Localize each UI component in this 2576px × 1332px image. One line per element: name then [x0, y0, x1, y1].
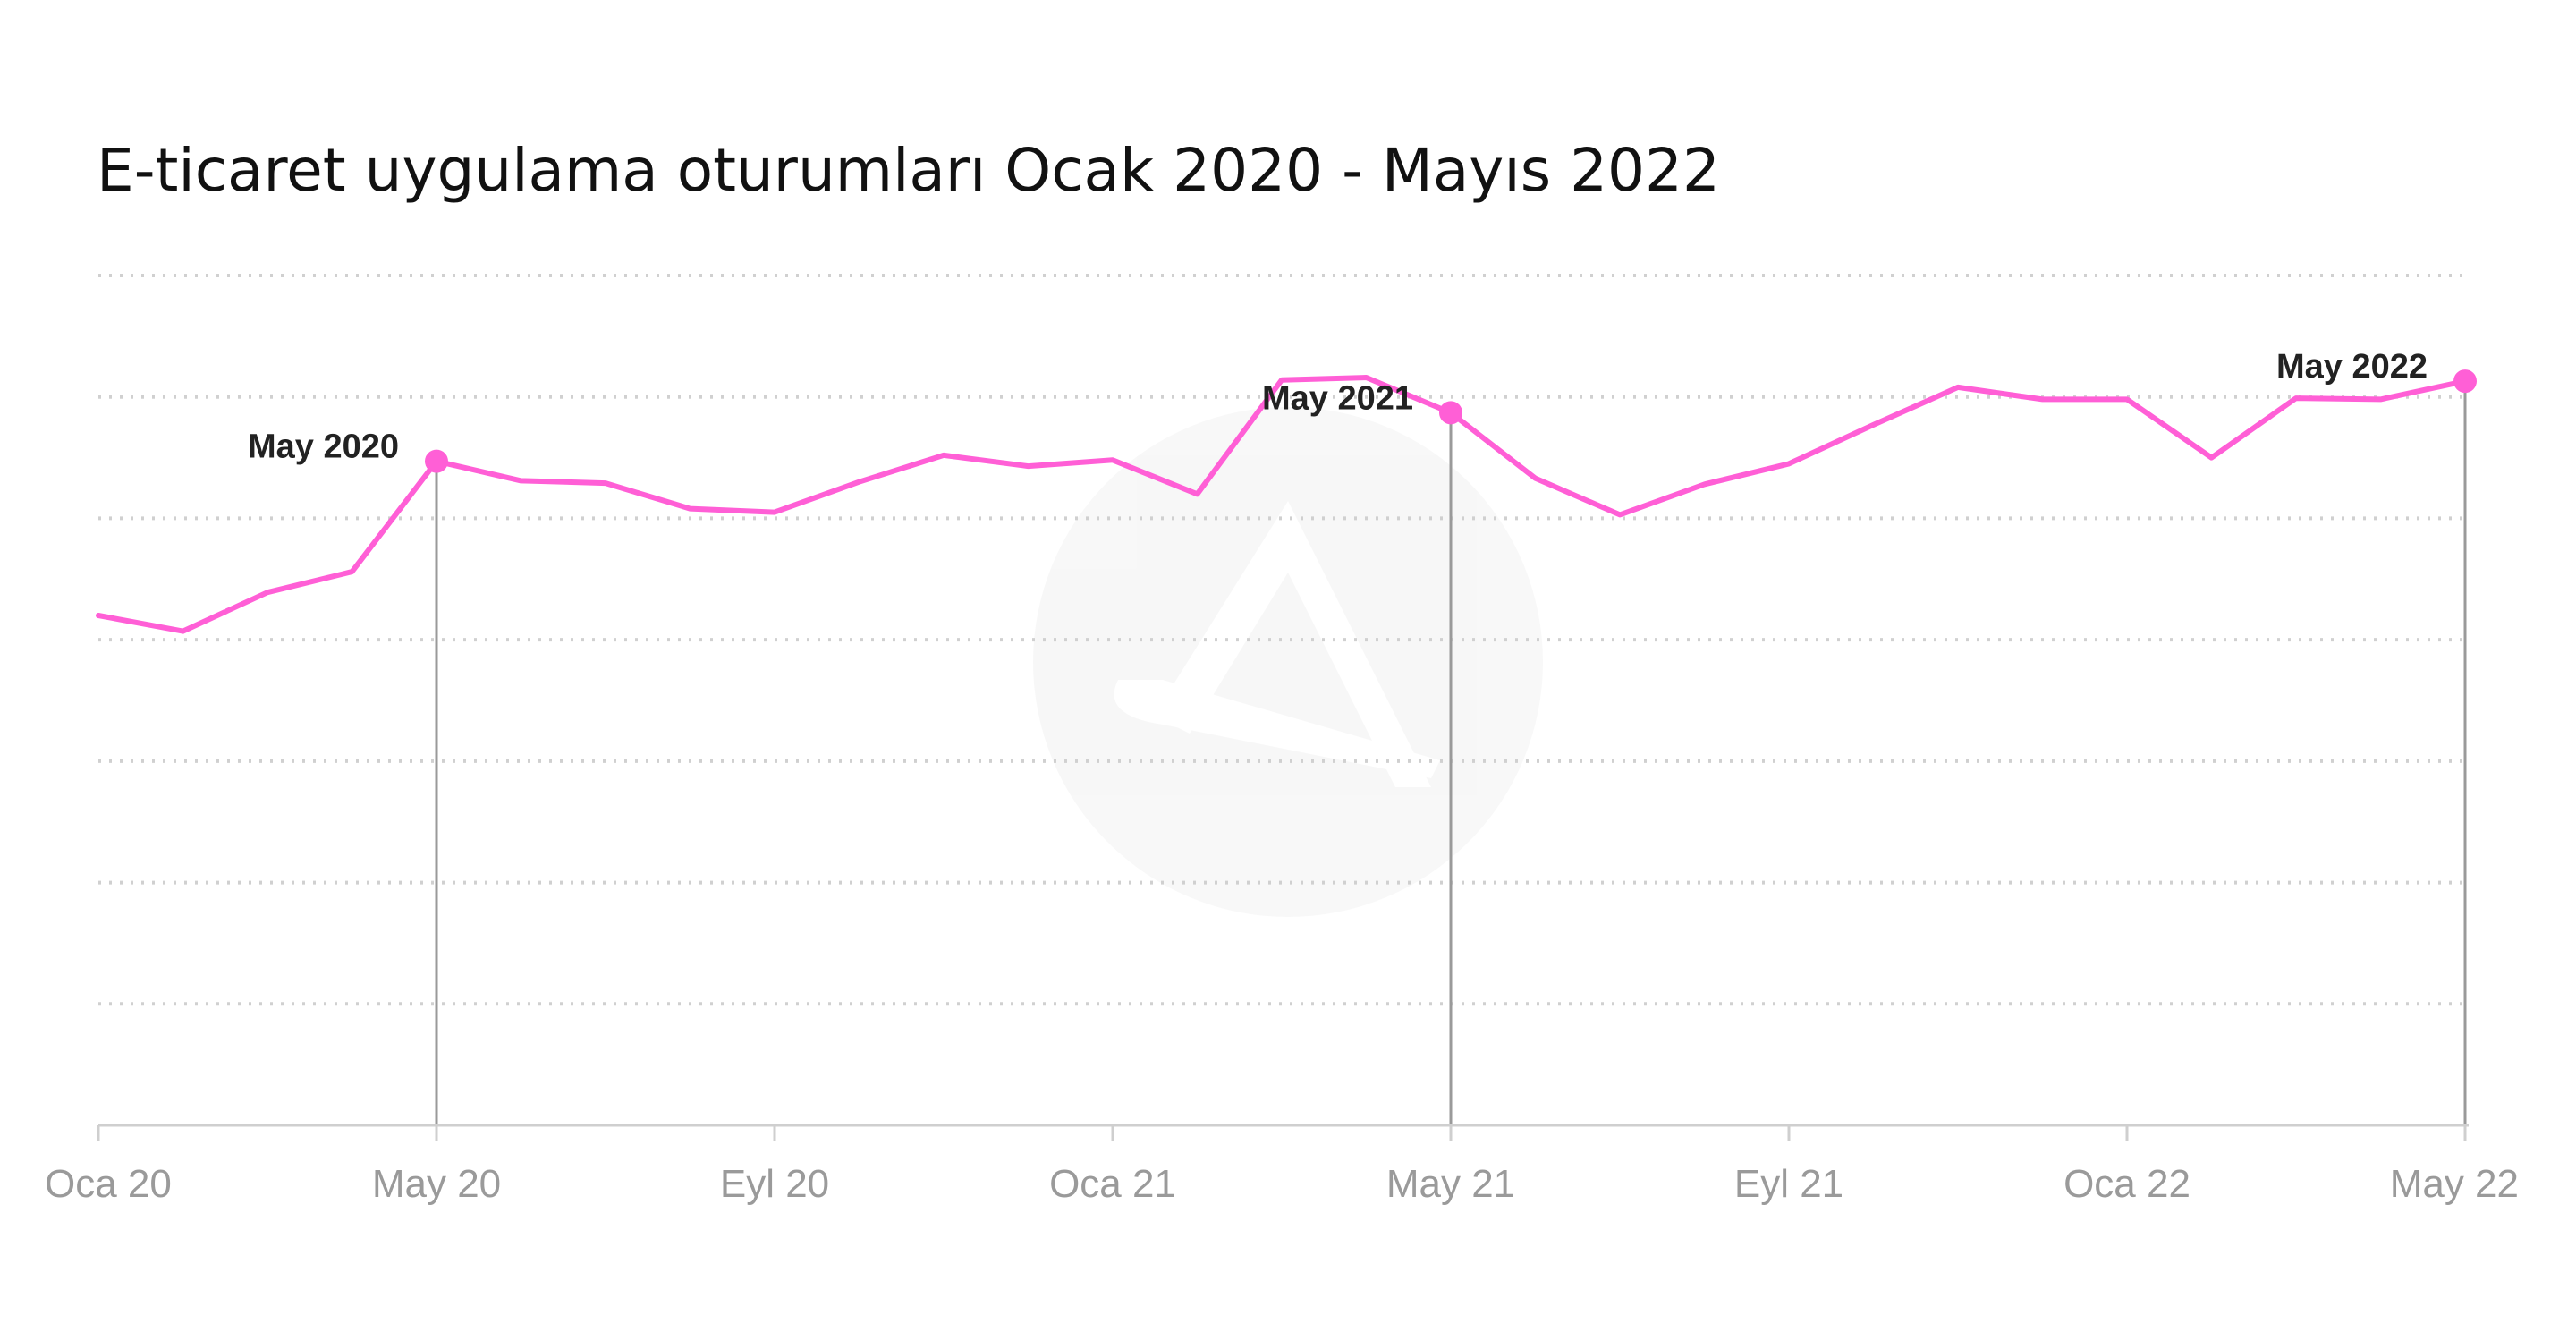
data-point-label: May 2020 [248, 428, 399, 466]
x-axis: Oca 20 May 20 Eyl 20 Oca 21 May 21 Eyl 21 Oca … [45, 1124, 2519, 1206]
watermark-logo [1033, 407, 1543, 917]
x-tick-label: Oca 20 [45, 1162, 172, 1206]
data-point-marker [1439, 401, 1462, 425]
series-group [96, 375, 2468, 634]
data-point-label: May 2021 [1262, 379, 1413, 417]
x-tick-label: Eyl 21 [1734, 1162, 1843, 1206]
gridlines [98, 274, 2465, 1006]
annotation-markers [425, 369, 2477, 473]
x-tick-label: Oca 21 [1049, 1162, 1176, 1206]
data-point-marker [2453, 369, 2477, 394]
annotation-drop-lines [435, 381, 2467, 1125]
chart-title: E-ticaret uygulama oturumları Ocak 2020 … [97, 136, 1720, 205]
x-tick-label: May 21 [1386, 1162, 1515, 1206]
data-point-label: May 2022 [2276, 348, 2428, 386]
x-tick-label: May 20 [372, 1162, 501, 1206]
series-line [96, 375, 2468, 634]
x-tick-label: Eyl 20 [720, 1162, 829, 1206]
annotation-labels: May 2020 May 2021 May 2022 [248, 348, 2428, 466]
x-tick-label: May 22 [2390, 1162, 2519, 1206]
x-tick-label: Oca 22 [2063, 1162, 2190, 1206]
data-point-marker [425, 449, 448, 473]
